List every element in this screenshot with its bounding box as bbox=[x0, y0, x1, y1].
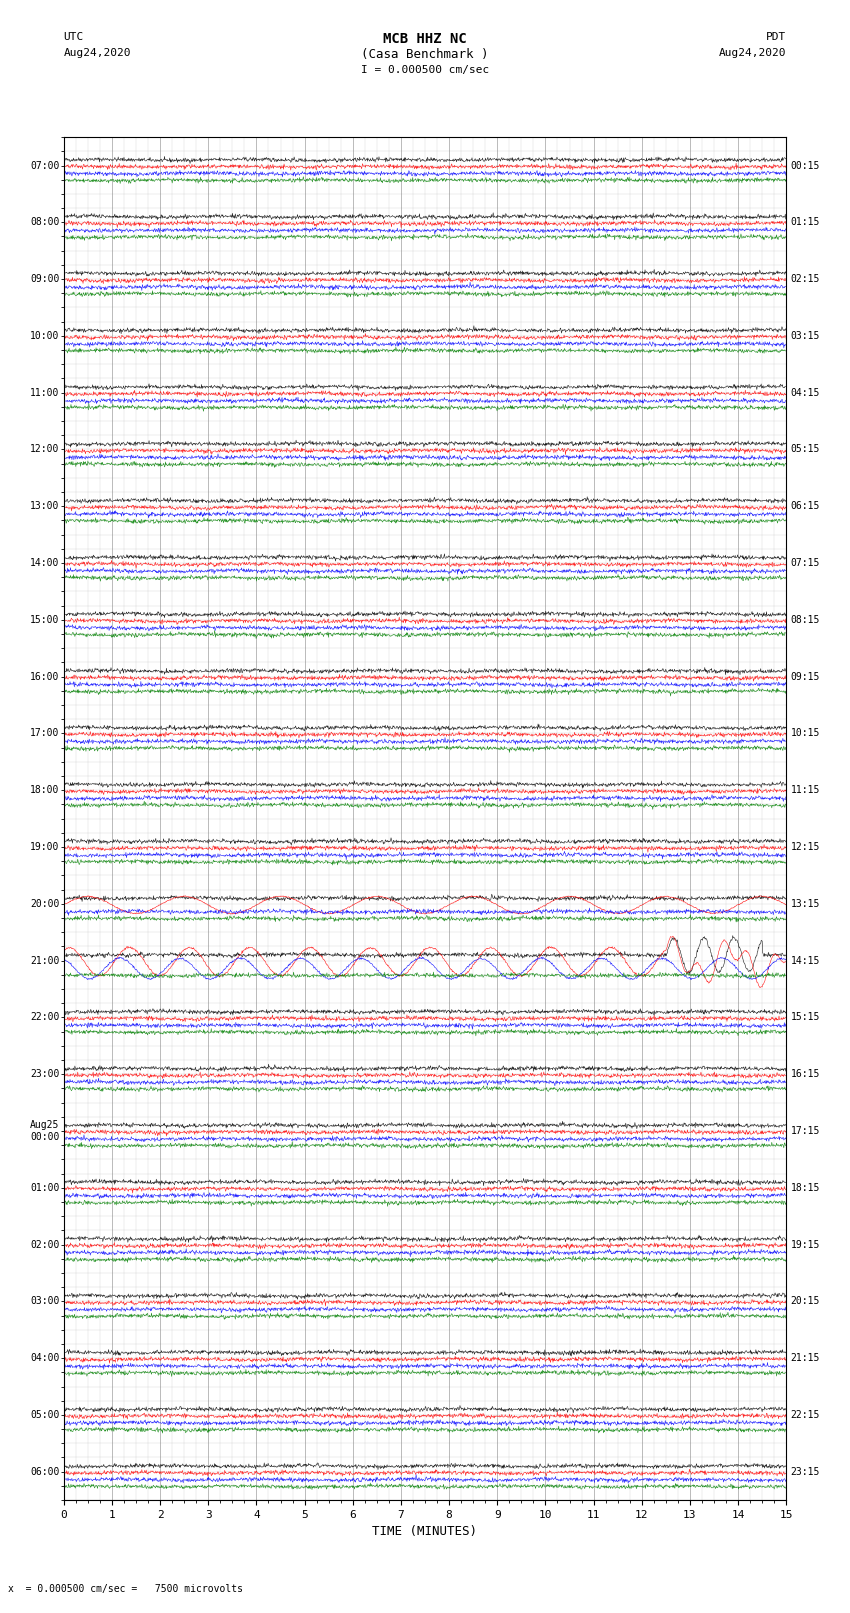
Text: 01:15: 01:15 bbox=[790, 218, 820, 227]
Text: 09:15: 09:15 bbox=[790, 671, 820, 682]
Text: 14:00: 14:00 bbox=[30, 558, 60, 568]
Text: 11:00: 11:00 bbox=[30, 387, 60, 398]
Text: 08:00: 08:00 bbox=[30, 218, 60, 227]
Text: 23:15: 23:15 bbox=[790, 1466, 820, 1476]
Text: 17:00: 17:00 bbox=[30, 729, 60, 739]
Text: 13:00: 13:00 bbox=[30, 502, 60, 511]
Text: Aug25
00:00: Aug25 00:00 bbox=[30, 1119, 60, 1142]
Text: MCB HHZ NC: MCB HHZ NC bbox=[383, 32, 467, 47]
X-axis label: TIME (MINUTES): TIME (MINUTES) bbox=[372, 1526, 478, 1539]
Text: 09:00: 09:00 bbox=[30, 274, 60, 284]
Text: 03:15: 03:15 bbox=[790, 331, 820, 340]
Text: PDT: PDT bbox=[766, 32, 786, 42]
Text: 00:15: 00:15 bbox=[790, 161, 820, 171]
Text: 11:15: 11:15 bbox=[790, 786, 820, 795]
Text: 19:15: 19:15 bbox=[790, 1239, 820, 1250]
Text: 18:15: 18:15 bbox=[790, 1182, 820, 1192]
Text: 19:00: 19:00 bbox=[30, 842, 60, 852]
Text: 04:00: 04:00 bbox=[30, 1353, 60, 1363]
Text: 22:15: 22:15 bbox=[790, 1410, 820, 1419]
Text: 15:15: 15:15 bbox=[790, 1013, 820, 1023]
Text: 17:15: 17:15 bbox=[790, 1126, 820, 1136]
Text: x  = 0.000500 cm/sec =   7500 microvolts: x = 0.000500 cm/sec = 7500 microvolts bbox=[8, 1584, 243, 1594]
Text: 15:00: 15:00 bbox=[30, 615, 60, 624]
Text: 14:15: 14:15 bbox=[790, 955, 820, 966]
Text: Aug24,2020: Aug24,2020 bbox=[64, 48, 131, 58]
Text: Aug24,2020: Aug24,2020 bbox=[719, 48, 786, 58]
Text: 01:00: 01:00 bbox=[30, 1182, 60, 1192]
Text: 10:00: 10:00 bbox=[30, 331, 60, 340]
Text: I = 0.000500 cm/sec: I = 0.000500 cm/sec bbox=[361, 65, 489, 74]
Text: (Casa Benchmark ): (Casa Benchmark ) bbox=[361, 48, 489, 61]
Text: 02:15: 02:15 bbox=[790, 274, 820, 284]
Text: 16:15: 16:15 bbox=[790, 1069, 820, 1079]
Text: 08:15: 08:15 bbox=[790, 615, 820, 624]
Text: 13:15: 13:15 bbox=[790, 898, 820, 908]
Text: 10:15: 10:15 bbox=[790, 729, 820, 739]
Text: 21:15: 21:15 bbox=[790, 1353, 820, 1363]
Text: 07:15: 07:15 bbox=[790, 558, 820, 568]
Text: 21:00: 21:00 bbox=[30, 955, 60, 966]
Text: 23:00: 23:00 bbox=[30, 1069, 60, 1079]
Text: 03:00: 03:00 bbox=[30, 1297, 60, 1307]
Text: 20:00: 20:00 bbox=[30, 898, 60, 908]
Text: 12:15: 12:15 bbox=[790, 842, 820, 852]
Text: 04:15: 04:15 bbox=[790, 387, 820, 398]
Text: 05:00: 05:00 bbox=[30, 1410, 60, 1419]
Text: 05:15: 05:15 bbox=[790, 445, 820, 455]
Text: 22:00: 22:00 bbox=[30, 1013, 60, 1023]
Text: 02:00: 02:00 bbox=[30, 1239, 60, 1250]
Text: 18:00: 18:00 bbox=[30, 786, 60, 795]
Text: 12:00: 12:00 bbox=[30, 445, 60, 455]
Text: 07:00: 07:00 bbox=[30, 161, 60, 171]
Text: UTC: UTC bbox=[64, 32, 84, 42]
Text: 06:00: 06:00 bbox=[30, 1466, 60, 1476]
Text: 16:00: 16:00 bbox=[30, 671, 60, 682]
Text: 20:15: 20:15 bbox=[790, 1297, 820, 1307]
Text: 06:15: 06:15 bbox=[790, 502, 820, 511]
